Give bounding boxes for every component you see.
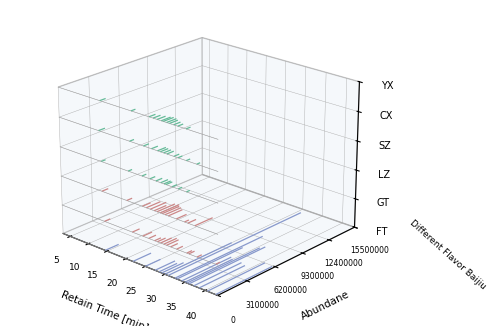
Y-axis label: Abundane: Abundane <box>299 290 351 322</box>
X-axis label: Retain Time [min]: Retain Time [min] <box>60 289 150 326</box>
Text: Different Flavor Baijiu: Different Flavor Baijiu <box>408 218 488 291</box>
